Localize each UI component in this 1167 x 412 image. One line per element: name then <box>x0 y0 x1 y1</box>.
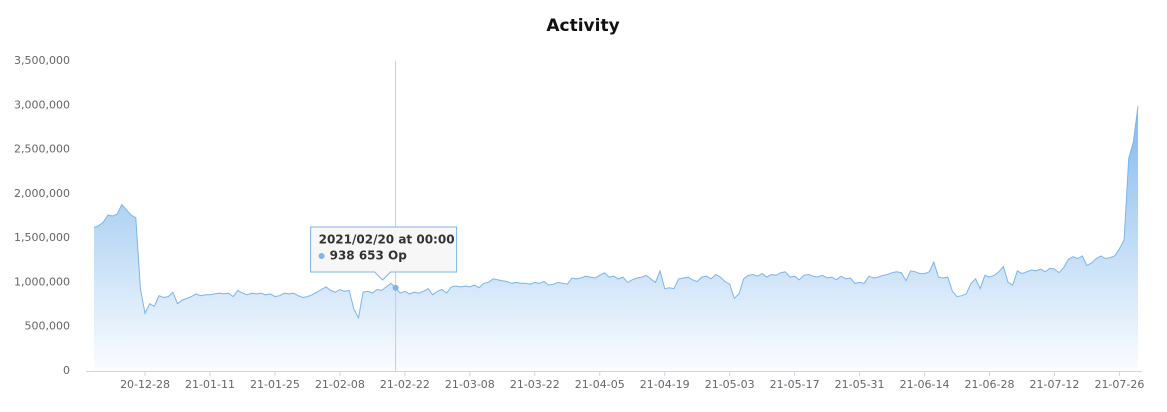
area <box>94 106 1138 371</box>
y-tick-label: 3,000,000 <box>14 98 70 111</box>
tooltip: 2021/02/20 at 00:00 938 653 Op <box>310 226 458 281</box>
tooltip-dot <box>318 253 325 259</box>
y-tick-label: 2,000,000 <box>14 187 70 200</box>
y-tick-label: 2,500,000 <box>14 143 70 156</box>
x-tick-label: 21-03-22 <box>510 378 560 391</box>
x-tick-label: 21-04-19 <box>640 378 690 391</box>
tooltip-title: 2021/02/20 at 00:00 <box>319 233 455 247</box>
tooltip-box <box>310 226 458 281</box>
x-tick-label: 21-07-26 <box>1094 378 1144 391</box>
x-tick-label: 21-05-17 <box>770 378 820 391</box>
y-tick-label: 500,000 <box>25 320 71 333</box>
y-tick-label: 1,000,000 <box>14 275 70 288</box>
x-tick-label: 21-01-11 <box>185 378 235 391</box>
x-tick-label: 21-05-31 <box>835 378 885 391</box>
x-tick-label: 20-12-28 <box>120 378 170 391</box>
x-tick-label: 21-04-05 <box>575 378 625 391</box>
x-tick-label: 21-03-08 <box>445 378 495 391</box>
line <box>93 106 1139 320</box>
x-tick-label: 21-07-12 <box>1030 378 1080 391</box>
x-tick-label: 21-05-03 <box>705 378 755 391</box>
y-tick-label: 3,500,000 <box>14 54 70 67</box>
x-tick-label: 21-01-25 <box>250 378 300 391</box>
y-tick-label: 1,500,000 <box>14 231 70 244</box>
hover-point <box>392 284 399 291</box>
x-tick-label: 21-06-14 <box>900 378 950 391</box>
x-tick-label: 21-02-22 <box>380 378 430 391</box>
tooltip-value: 938 653 Op <box>330 249 408 263</box>
x-tick-label: 21-02-08 <box>315 378 365 391</box>
x-tick-label: 21-06-28 <box>965 378 1015 391</box>
chart-title: Activity <box>546 16 619 36</box>
y-tick-label: 0 <box>63 364 70 377</box>
